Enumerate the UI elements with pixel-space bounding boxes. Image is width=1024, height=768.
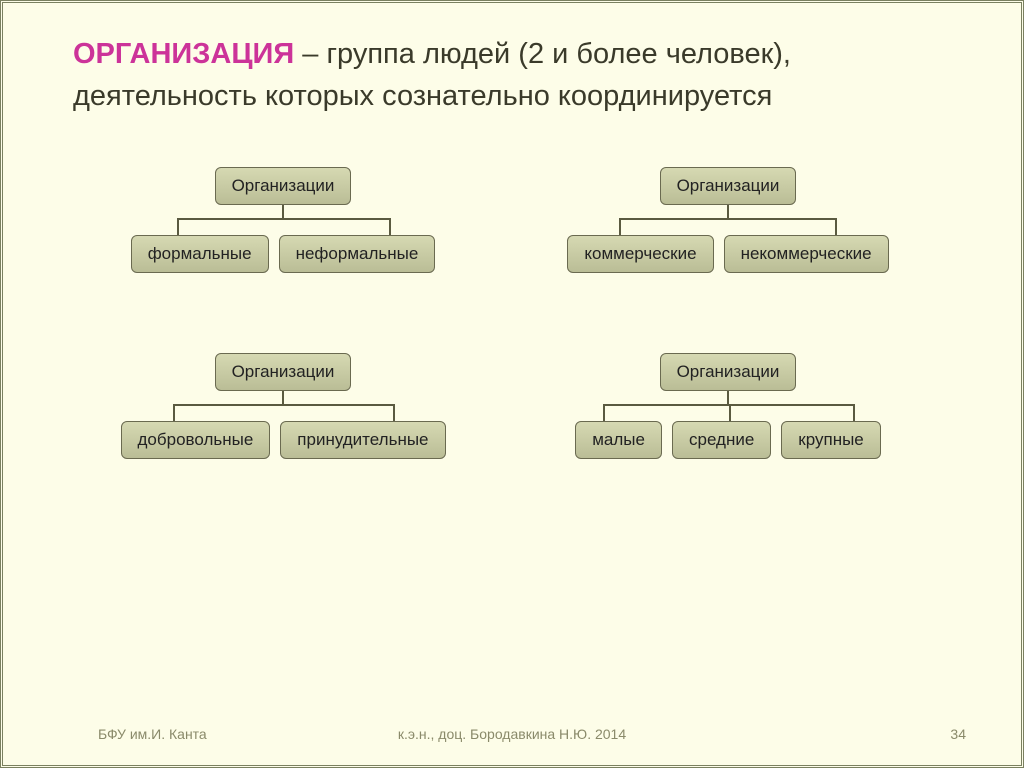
tree-4-connector	[518, 391, 938, 421]
footer-right: 34	[950, 726, 966, 742]
tree-4-child-1: средние	[672, 421, 771, 459]
tree-1-parent: Организации	[215, 167, 352, 205]
footer: БФУ им.И. Канта к.э.н., доц. Бородавкина…	[3, 726, 1021, 742]
tree-1: Организации формальные неформальные	[73, 167, 493, 273]
tree-3-child-0: добровольные	[121, 421, 271, 459]
tree-4-parent: Организации	[660, 353, 797, 391]
slide-title: ОРГАНИЗАЦИЯ – группа людей (2 и более че…	[73, 33, 951, 117]
tree-2-child-0: коммерческие	[567, 235, 713, 273]
tree-2-child-1: некоммерческие	[724, 235, 889, 273]
tree-3-child-1: принудительные	[280, 421, 445, 459]
tree-3: Организации добровольные принудительные	[73, 353, 493, 459]
tree-3-connector	[73, 391, 493, 421]
tree-4-child-2: крупные	[781, 421, 880, 459]
tree-4: Организации малые средние крупные	[518, 353, 938, 459]
tree-1-connector	[73, 205, 493, 235]
tree-2-connector	[518, 205, 938, 235]
tree-1-child-1: неформальные	[279, 235, 436, 273]
tree-2-parent: Организации	[660, 167, 797, 205]
footer-left: БФУ им.И. Канта	[98, 726, 207, 742]
title-strong: ОРГАНИЗАЦИЯ	[73, 38, 294, 70]
tree-2: Организации коммерческие некоммерческие	[518, 167, 938, 273]
tree-1-child-0: формальные	[131, 235, 269, 273]
trees-grid: Организации формальные неформальные Орга…	[73, 167, 951, 459]
tree-4-child-0: малые	[575, 421, 662, 459]
tree-3-parent: Организации	[215, 353, 352, 391]
slide: ОРГАНИЗАЦИЯ – группа людей (2 и более че…	[3, 3, 1021, 459]
